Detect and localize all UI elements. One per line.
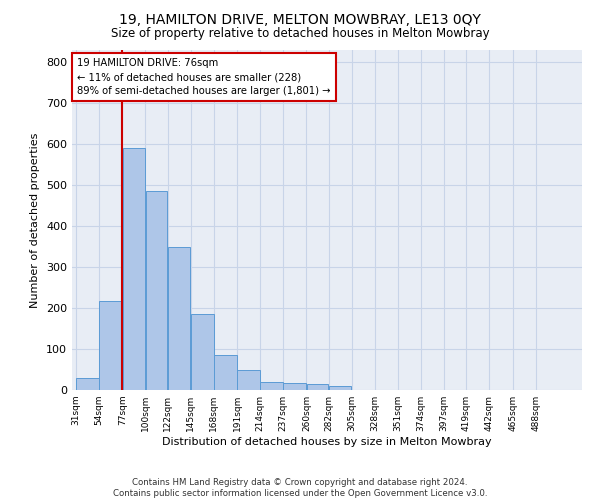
- Text: Size of property relative to detached houses in Melton Mowbray: Size of property relative to detached ho…: [110, 28, 490, 40]
- Bar: [76, 378, 99, 390]
- Bar: [191, 314, 214, 390]
- X-axis label: Distribution of detached houses by size in Melton Mowbray: Distribution of detached houses by size …: [162, 437, 492, 447]
- Y-axis label: Number of detached properties: Number of detached properties: [31, 132, 40, 308]
- Bar: [307, 384, 328, 390]
- Bar: [283, 384, 306, 390]
- Text: 19, HAMILTON DRIVE, MELTON MOWBRAY, LE13 0QY: 19, HAMILTON DRIVE, MELTON MOWBRAY, LE13…: [119, 12, 481, 26]
- Text: 19 HAMILTON DRIVE: 76sqm
← 11% of detached houses are smaller (228)
89% of semi-: 19 HAMILTON DRIVE: 76sqm ← 11% of detach…: [77, 58, 331, 96]
- Bar: [329, 386, 352, 390]
- Bar: [146, 190, 167, 390]
- Bar: [237, 370, 260, 390]
- Bar: [214, 355, 237, 390]
- Bar: [260, 382, 283, 390]
- Bar: [168, 248, 190, 390]
- Text: Contains HM Land Registry data © Crown copyright and database right 2024.
Contai: Contains HM Land Registry data © Crown c…: [113, 478, 487, 498]
- Bar: [100, 300, 122, 390]
- Bar: [122, 148, 145, 390]
